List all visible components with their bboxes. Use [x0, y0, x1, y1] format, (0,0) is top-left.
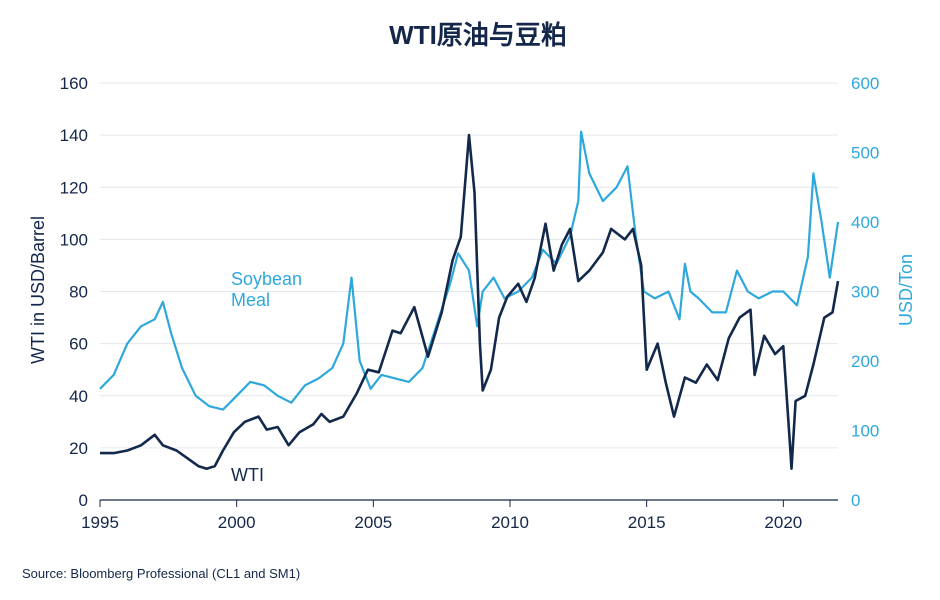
x-tick-label: 2010: [491, 513, 529, 532]
left-tick-label: 140: [60, 126, 88, 145]
right-tick-label: 200: [851, 352, 879, 371]
soybean-meal-label-line2: Meal: [231, 290, 270, 310]
x-tick-label: 2005: [354, 513, 392, 532]
soybean-meal-series-line: [99, 130, 840, 411]
right-tick-label: 500: [851, 144, 879, 163]
left-tick-label: 120: [60, 178, 88, 197]
right-tick-label: 100: [851, 422, 879, 441]
left-axis-ticks: 0 20 40 60 80 100 120 140 160: [60, 74, 88, 510]
left-tick-label: 80: [69, 283, 88, 302]
left-axis-label: WTI in USD/Barrel: [28, 216, 48, 364]
x-tick-label: 2020: [764, 513, 802, 532]
grid: [100, 82, 838, 449]
left-tick-label: 40: [69, 387, 88, 406]
source-note: Source: Bloomberg Professional (CL1 and …: [22, 566, 300, 581]
left-tick-label: 160: [60, 74, 88, 93]
x-tick-label: 2015: [628, 513, 666, 532]
left-tick-label: 20: [69, 439, 88, 458]
wti-series-line: [100, 133, 840, 470]
right-axis-label: USD/Ton: [896, 254, 916, 326]
right-tick-label: 600: [851, 74, 879, 93]
right-tick-label: 300: [851, 283, 879, 302]
left-tick-label: 0: [79, 491, 88, 510]
left-tick-label: 100: [60, 230, 88, 249]
x-tick-label: 1995: [81, 513, 119, 532]
right-tick-label: 400: [851, 213, 879, 232]
soybean-meal-label-line1: Soybean: [231, 269, 302, 289]
x-axis-ticks: 1995 2000 2005 2010 2015 2020: [81, 500, 802, 532]
right-axis-ticks: 0 100 200 300 400 500 600: [851, 74, 879, 510]
chart-title: WTI原油与豆粕: [389, 20, 567, 50]
right-tick-label: 0: [851, 491, 860, 510]
x-tick-label: 2000: [218, 513, 256, 532]
left-tick-label: 60: [69, 335, 88, 354]
wti-label: WTI: [231, 465, 264, 485]
